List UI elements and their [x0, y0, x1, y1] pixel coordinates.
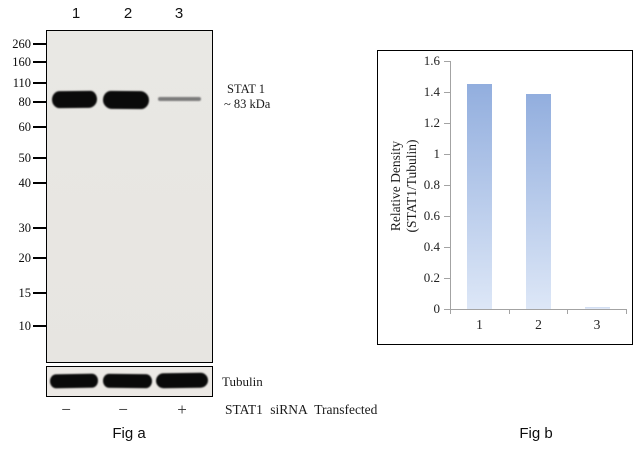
y-axis-title-line1: Relative Density: [388, 140, 403, 232]
mw-marker-40: 40: [0, 175, 47, 191]
mw-marker-label: 40: [18, 176, 32, 190]
target-size: ~ 83 kDa: [224, 97, 271, 111]
mw-marker-160: 160: [0, 54, 47, 70]
y-tick-mark: [444, 92, 450, 93]
y-tick-label: 1: [433, 146, 441, 161]
mw-marker-label: 30: [18, 221, 32, 235]
blot-panel: [46, 30, 213, 363]
y-tick-mark: [444, 309, 450, 310]
bar-chart-frame: [377, 50, 633, 345]
mw-tick-line: [33, 61, 47, 63]
y-tick-label: 0.4: [423, 239, 440, 254]
bar-lane-1: [467, 84, 492, 309]
y-tick-mark: [444, 123, 450, 124]
mw-tick-line: [33, 182, 47, 184]
bar-lane-2: [526, 94, 551, 309]
mw-tick-line: [33, 227, 47, 229]
y-tick-label: 1.4: [423, 84, 440, 99]
mw-tick-line: [33, 43, 47, 45]
mw-tick-line: [33, 101, 47, 103]
mw-marker-label: 15: [18, 286, 32, 300]
target-band-annotation: STAT 1 ~ 83 kDa: [224, 82, 270, 112]
y-tick-mark: [444, 278, 450, 279]
treatment-symbol-lane3: +: [177, 400, 187, 419]
mw-marker-label: 50: [18, 151, 32, 165]
mw-marker-15: 15: [0, 285, 47, 301]
mw-marker-20: 20: [0, 250, 47, 266]
lane-label-1: 1: [71, 5, 81, 22]
x-axis-line: [450, 309, 626, 310]
tubulin-label: Tubulin: [222, 374, 263, 389]
fig-b-caption: Fig b: [519, 425, 553, 442]
x-tick-label-3: 3: [593, 317, 601, 332]
treatment-symbol-lane2: −: [118, 400, 128, 419]
mw-marker-10: 10: [0, 318, 47, 334]
tubulin-band-lane2: [102, 373, 153, 389]
stat1-band-lane2: [102, 90, 150, 110]
stat1-band-lane3-faint: [158, 97, 201, 101]
y-tick-label: 0.2: [423, 270, 440, 285]
mw-marker-50: 50: [0, 150, 47, 166]
y-tick-label: 0.8: [423, 177, 440, 192]
y-tick-label: 0.6: [423, 208, 440, 223]
mw-marker-60: 60: [0, 119, 47, 135]
x-tick-mark: [450, 309, 451, 314]
lane-label-2: 2: [123, 5, 133, 22]
treatment-symbol-lane1: −: [61, 400, 71, 419]
x-tick-label-2: 2: [535, 317, 542, 332]
mw-tick-line: [33, 126, 47, 128]
y-tick-mark: [444, 154, 450, 155]
mw-marker-30: 30: [0, 220, 47, 236]
mw-tick-line: [33, 292, 47, 294]
tubulin-band-lane1: [49, 373, 99, 389]
mw-marker-110: 110: [0, 75, 47, 91]
mw-tick-line: [33, 257, 47, 259]
y-tick-mark: [444, 247, 450, 248]
mw-marker-80: 80: [0, 94, 47, 110]
y-tick-label: 1.2: [423, 115, 440, 130]
target-name: STAT 1: [227, 82, 266, 96]
y-tick-mark: [444, 61, 450, 62]
mw-tick-line: [33, 82, 47, 84]
y-axis-line: [450, 61, 451, 310]
mw-tick-line: [33, 325, 47, 327]
mw-marker-260: 260: [0, 36, 47, 52]
mw-marker-label: 260: [12, 37, 31, 51]
mw-marker-label: 80: [18, 95, 32, 109]
y-tick-mark: [444, 216, 450, 217]
mw-marker-label: 10: [18, 319, 32, 333]
mw-marker-label: 60: [18, 120, 32, 134]
sirna-treatment-label: STAT1 siRNA Transfected: [225, 402, 378, 417]
bar-lane-3: [584, 307, 610, 309]
y-tick-label: 0: [433, 301, 441, 316]
stat1-band-lane1: [51, 90, 98, 109]
tubulin-band-lane3: [155, 372, 209, 389]
y-tick-label: 1.6: [423, 53, 440, 68]
fig-a-caption: Fig a: [112, 425, 146, 442]
x-tick-mark: [626, 309, 627, 314]
x-tick-mark: [508, 309, 510, 314]
mw-marker-label: 110: [12, 76, 31, 90]
lane-label-3: 3: [174, 5, 184, 22]
mw-marker-label: 160: [12, 55, 31, 69]
y-tick-mark: [444, 185, 450, 186]
x-tick-mark: [567, 309, 569, 314]
x-tick-label-1: 1: [476, 317, 483, 332]
mw-marker-label: 20: [18, 251, 32, 265]
mw-tick-line: [33, 157, 47, 159]
